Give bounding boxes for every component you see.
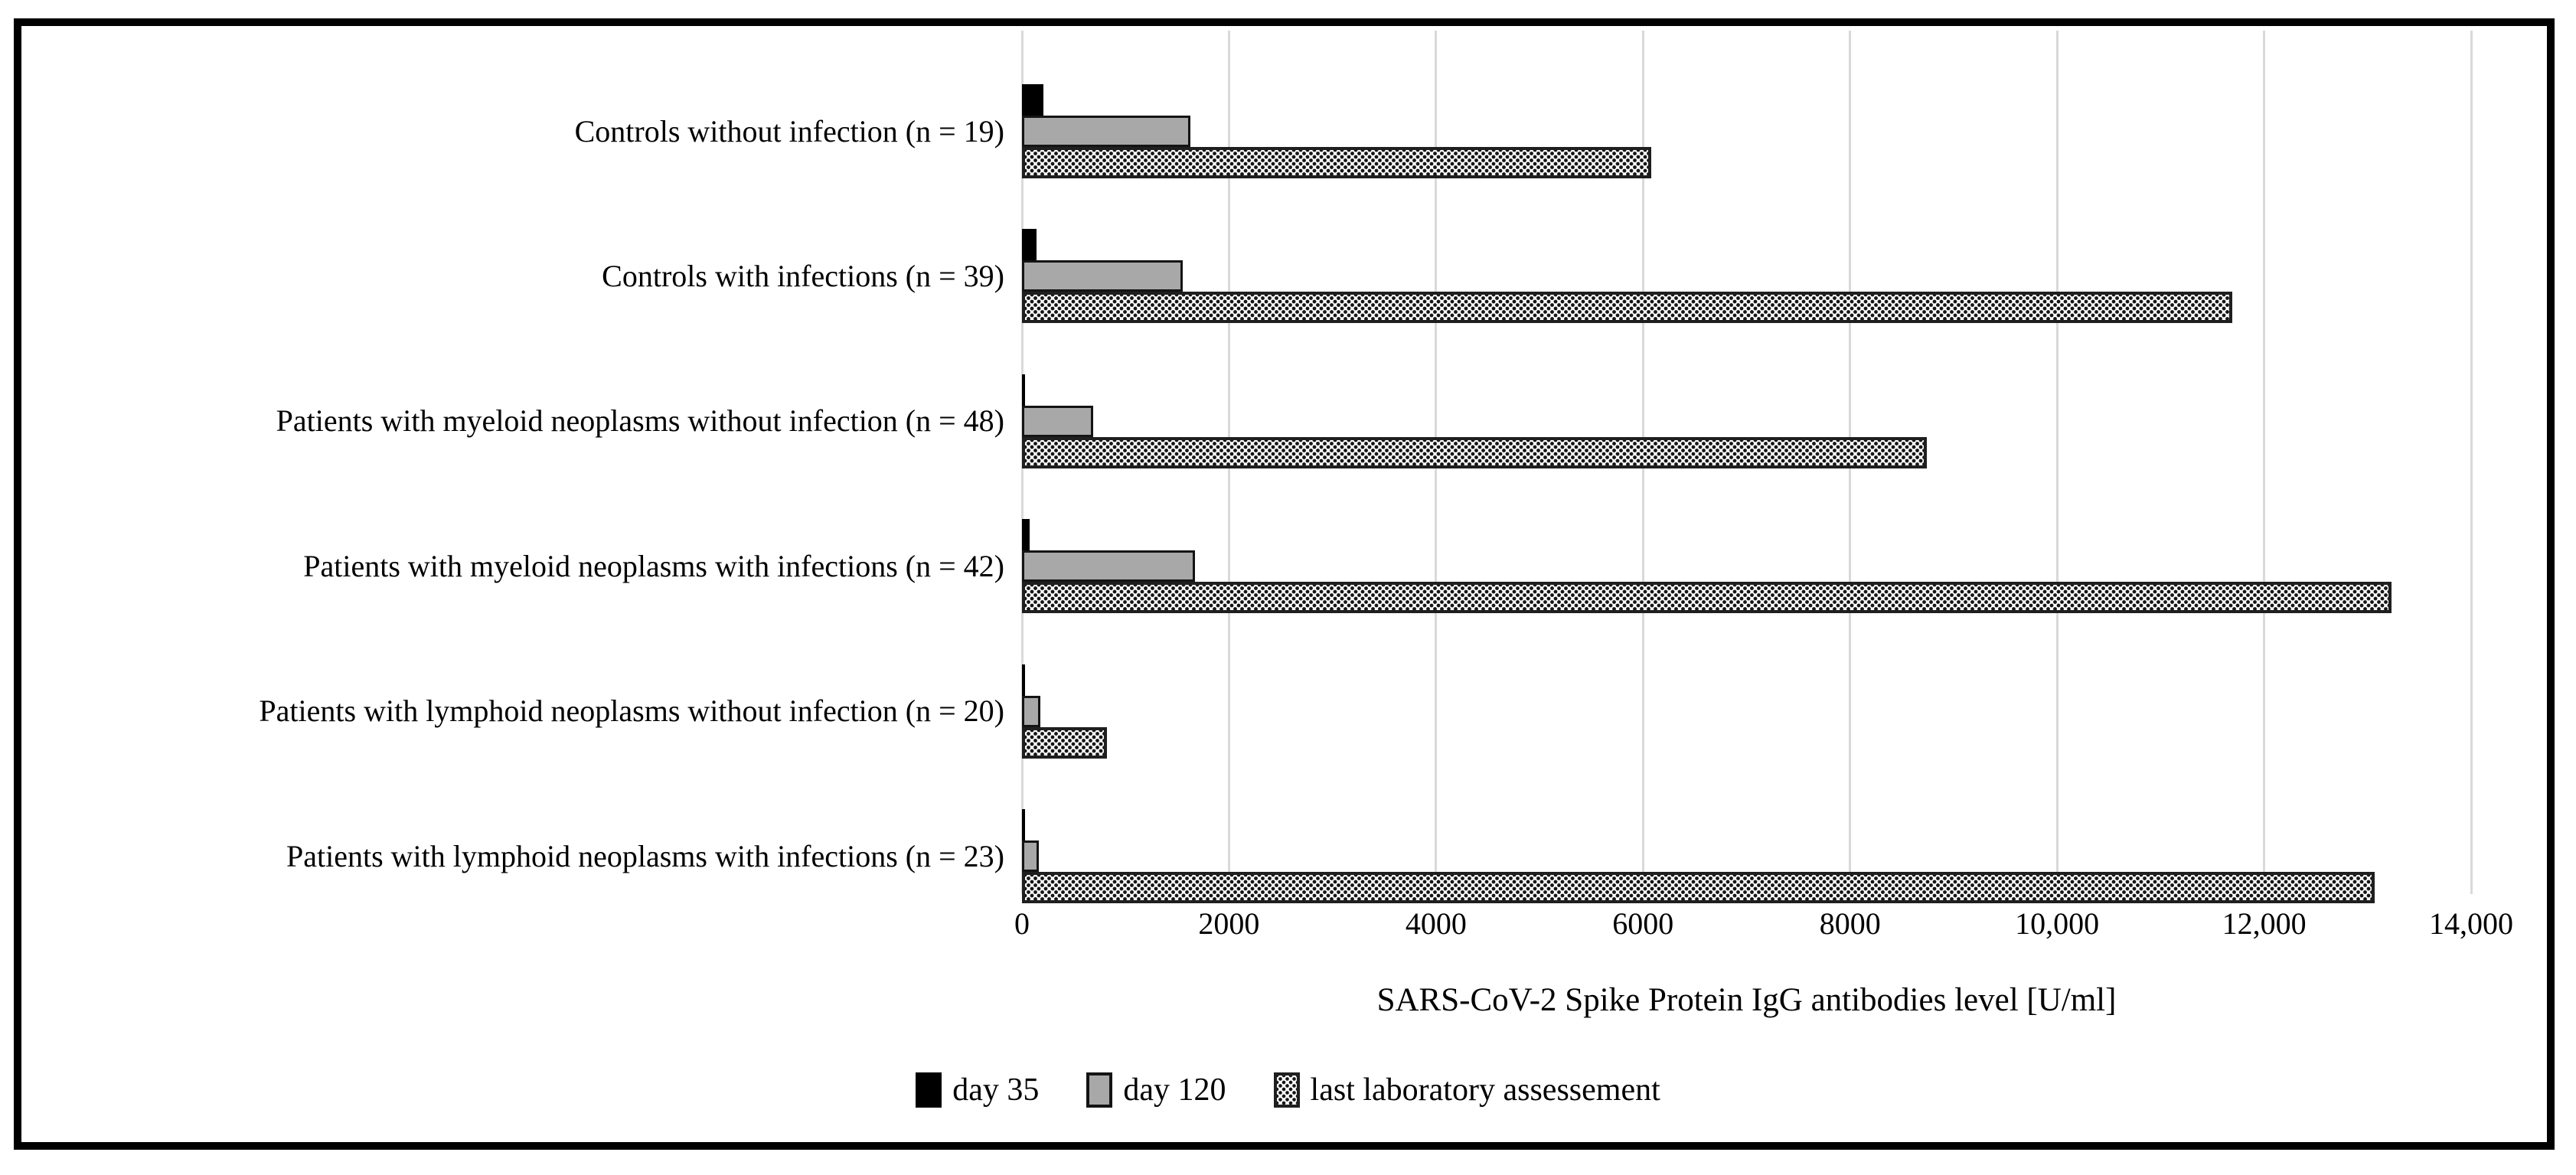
legend-item-day-120: day 120 <box>1086 1070 1226 1110</box>
category-label: Patients with lymphoid neoplasms with in… <box>286 838 1004 873</box>
legend-item-last-laboratory-assessement: last laboratory assessement <box>1273 1070 1660 1110</box>
bar-day-35 <box>1022 374 1025 406</box>
x-tick-label: 0 <box>1014 906 1030 941</box>
gridline-x-14000 <box>2470 31 2473 894</box>
bar-last-laboratory-assessement <box>1022 292 2232 323</box>
bar-last-laboratory-assessement <box>1022 437 1927 468</box>
bar-day-35 <box>1022 664 1025 696</box>
bar-last-laboratory-assessement <box>1022 582 2392 613</box>
bar-day-120 <box>1022 406 1093 437</box>
category-label: Patients with myeloid neoplasms without … <box>276 403 1004 439</box>
legend-swatch-icon <box>1086 1072 1113 1108</box>
x-tick-label: 12,000 <box>2222 906 2307 941</box>
category-label: Patients with myeloid neoplasms with inf… <box>303 548 1004 583</box>
category-label: Patients with lymphoid neoplasms without… <box>259 694 1004 729</box>
x-tick-label: 8000 <box>1819 906 1881 941</box>
bar-day-120 <box>1022 550 1195 582</box>
legend-item-day-35: day 35 <box>916 1070 1039 1110</box>
bar-last-laboratory-assessement <box>1022 727 1107 759</box>
bar-day-120 <box>1022 696 1040 727</box>
gridline-x-10000 <box>2055 31 2059 894</box>
category-label: Controls with infections (n = 39) <box>602 258 1004 293</box>
x-tick-label: 14,000 <box>2429 906 2513 941</box>
x-tick-label: 10,000 <box>2015 906 2100 941</box>
legend-label: last laboratory assessement <box>1310 1072 1660 1108</box>
x-axis-title: SARS-CoV-2 Spike Protein IgG antibodies … <box>1376 982 2117 1018</box>
legend-swatch-icon <box>1273 1072 1300 1108</box>
legend-label: day 35 <box>952 1072 1040 1108</box>
bar-day-35 <box>1022 809 1025 840</box>
bar-day-120 <box>1022 116 1190 147</box>
bar-last-laboratory-assessement <box>1022 147 1651 178</box>
category-label: Controls without infection (n = 19) <box>574 113 1004 149</box>
legend-swatch-icon <box>916 1072 942 1108</box>
bar-last-laboratory-assessement <box>1022 872 2375 903</box>
legend: day 35 day 120 last laboratory assessement <box>0 1070 2576 1110</box>
x-tick-label: 6000 <box>1612 906 1674 941</box>
legend-label: day 120 <box>1123 1072 1226 1108</box>
bar-day-120 <box>1022 260 1183 292</box>
bar-day-35 <box>1022 519 1030 550</box>
bar-day-35 <box>1022 84 1043 116</box>
bar-day-120 <box>1022 840 1039 872</box>
bar-day-35 <box>1022 229 1037 260</box>
x-tick-label: 4000 <box>1405 906 1467 941</box>
gridline-x-12000 <box>2263 31 2266 894</box>
x-tick-label: 2000 <box>1198 906 1260 941</box>
